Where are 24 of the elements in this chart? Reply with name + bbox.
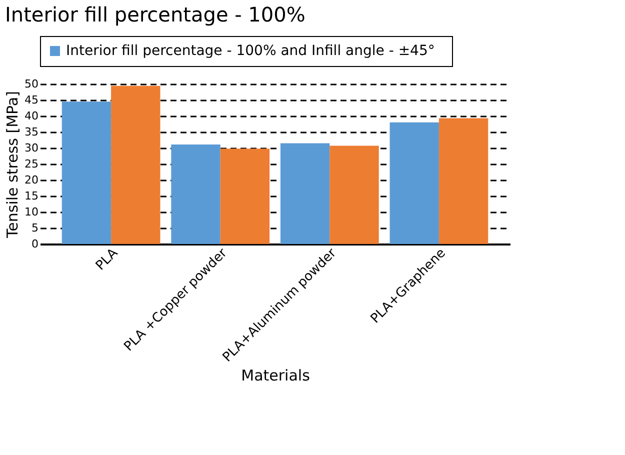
y-tick-label: 20 [24,174,38,186]
bar [111,86,160,244]
y-tick-label: 50 [24,78,38,90]
y-tick-label: 40 [24,110,38,122]
y-tick-label: 35 [24,126,38,138]
y-tick-label: 30 [24,142,38,154]
bar [390,122,439,244]
y-tick-label: 10 [24,206,38,218]
y-tick-label: 45 [24,94,38,106]
bar [438,118,488,244]
bar [330,146,379,244]
bar [62,102,112,244]
bar [280,143,330,244]
y-tick-label: 25 [24,158,38,170]
bar [220,148,270,244]
legend-label: Interior fill percentage - 100% and Infill angle - ±45° [66,43,435,59]
y-tick-label: 5 [32,222,38,234]
x-tick-label: PLA [93,246,122,274]
y-tick-label: 15 [24,190,38,202]
x-axis-title: Materials [241,366,310,385]
chart-title: Interior fill percentage - 100% [5,2,306,26]
bar [171,144,220,244]
y-tick-label: 0 [32,238,38,250]
y-axis-title: Tensile stress [MPa] [4,91,22,239]
